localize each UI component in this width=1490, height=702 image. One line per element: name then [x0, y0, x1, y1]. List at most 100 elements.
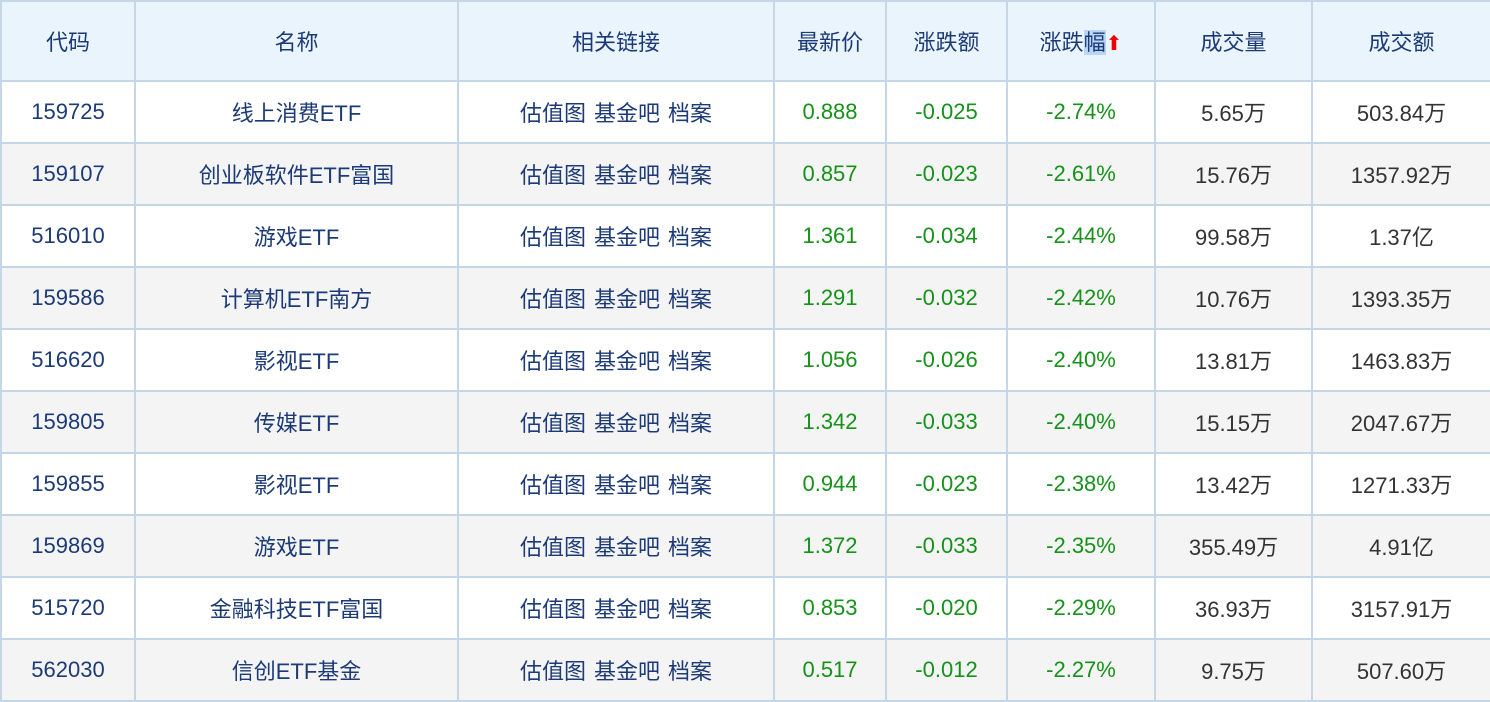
header-price[interactable]: 最新价	[773, 0, 887, 82]
change-cell: -0.026	[885, 328, 1008, 392]
amount-cell: 2047.67万	[1311, 390, 1490, 454]
header-code[interactable]: 代码	[0, 0, 136, 82]
links-cell: 估值图 基金吧 档案	[457, 514, 775, 578]
volume-cell: 13.81万	[1154, 328, 1313, 392]
header-amount[interactable]: 成交额	[1311, 0, 1490, 82]
pct-cell: -2.74%	[1006, 80, 1156, 144]
profile-link[interactable]: 档案	[668, 597, 713, 622]
code-cell[interactable]: 159855	[0, 452, 136, 516]
code-cell[interactable]: 159805	[0, 390, 136, 454]
name-cell[interactable]: 游戏ETF	[134, 204, 459, 268]
valuation-chart-link[interactable]: 估值图	[519, 473, 586, 498]
change-cell: -0.025	[885, 80, 1008, 144]
amount-cell: 3157.91万	[1311, 576, 1490, 640]
header-name[interactable]: 名称	[134, 0, 459, 82]
table-row: 159107 创业板软件ETF富国 估值图 基金吧 档案 0.857 -0.023 -2.61…	[0, 142, 1490, 206]
code-cell[interactable]: 516010	[0, 204, 136, 268]
valuation-chart-link[interactable]: 估值图	[519, 411, 586, 436]
change-cell: -0.032	[885, 266, 1008, 330]
price-cell: 0.517	[773, 638, 887, 702]
volume-cell: 15.76万	[1154, 142, 1313, 206]
header-links: 相关链接	[457, 0, 775, 82]
fund-forum-link[interactable]: 基金吧	[593, 535, 660, 560]
change-cell: -0.023	[885, 142, 1008, 206]
code-cell[interactable]: 515720	[0, 576, 136, 640]
table-row: 516620 影视ETF 估值图 基金吧 档案 1.056 -0.026 -2.40% 13.8…	[0, 328, 1490, 392]
header-pct[interactable]: 涨跌幅⬆	[1006, 0, 1156, 82]
header-volume[interactable]: 成交量	[1154, 0, 1313, 82]
name-cell[interactable]: 创业板软件ETF富国	[134, 142, 459, 206]
pct-cell: -2.27%	[1006, 638, 1156, 702]
profile-link[interactable]: 档案	[668, 411, 713, 436]
valuation-chart-link[interactable]: 估值图	[519, 659, 586, 684]
amount-cell: 507.60万	[1311, 638, 1490, 702]
code-cell[interactable]: 516620	[0, 328, 136, 392]
table-row: 159725 线上消费ETF 估值图 基金吧 档案 0.888 -0.025 -2.74% 5.…	[0, 80, 1490, 144]
links-cell: 估值图 基金吧 档案	[457, 80, 775, 144]
profile-link[interactable]: 档案	[668, 659, 713, 684]
valuation-chart-link[interactable]: 估值图	[519, 225, 586, 250]
code-cell[interactable]: 159725	[0, 80, 136, 144]
fund-forum-link[interactable]: 基金吧	[593, 225, 660, 250]
profile-link[interactable]: 档案	[668, 473, 713, 498]
profile-link[interactable]: 档案	[668, 225, 713, 250]
profile-link[interactable]: 档案	[668, 535, 713, 560]
name-cell[interactable]: 影视ETF	[134, 452, 459, 516]
valuation-chart-link[interactable]: 估值图	[519, 287, 586, 312]
header-row: 代码 名称 相关链接 最新价 涨跌额 涨跌幅⬆ 成交量 成交额	[0, 0, 1490, 82]
code-cell[interactable]: 159107	[0, 142, 136, 206]
change-cell: -0.012	[885, 638, 1008, 702]
volume-cell: 5.65万	[1154, 80, 1313, 144]
price-cell: 1.056	[773, 328, 887, 392]
amount-cell: 1393.35万	[1311, 266, 1490, 330]
profile-link[interactable]: 档案	[668, 163, 713, 188]
code-cell[interactable]: 562030	[0, 638, 136, 702]
header-pct-label: 涨跌幅	[1039, 30, 1106, 55]
fund-forum-link[interactable]: 基金吧	[593, 659, 660, 684]
price-cell: 1.372	[773, 514, 887, 578]
valuation-chart-link[interactable]: 估值图	[519, 597, 586, 622]
fund-forum-link[interactable]: 基金吧	[593, 163, 660, 188]
links-cell: 估值图 基金吧 档案	[457, 266, 775, 330]
name-cell[interactable]: 影视ETF	[134, 328, 459, 392]
name-cell[interactable]: 金融科技ETF富国	[134, 576, 459, 640]
pct-cell: -2.40%	[1006, 390, 1156, 454]
name-cell[interactable]: 计算机ETF南方	[134, 266, 459, 330]
amount-cell: 1463.83万	[1311, 328, 1490, 392]
profile-link[interactable]: 档案	[668, 287, 713, 312]
volume-cell: 355.49万	[1154, 514, 1313, 578]
pct-cell: -2.44%	[1006, 204, 1156, 268]
valuation-chart-link[interactable]: 估值图	[519, 535, 586, 560]
code-cell[interactable]: 159586	[0, 266, 136, 330]
header-change[interactable]: 涨跌额	[885, 0, 1008, 82]
price-cell: 0.888	[773, 80, 887, 144]
profile-link[interactable]: 档案	[668, 349, 713, 374]
pct-cell: -2.61%	[1006, 142, 1156, 206]
volume-cell: 9.75万	[1154, 638, 1313, 702]
pct-cell: -2.42%	[1006, 266, 1156, 330]
code-cell[interactable]: 159869	[0, 514, 136, 578]
valuation-chart-link[interactable]: 估值图	[519, 163, 586, 188]
price-cell: 1.361	[773, 204, 887, 268]
fund-forum-link[interactable]: 基金吧	[593, 101, 660, 126]
fund-forum-link[interactable]: 基金吧	[593, 349, 660, 374]
name-cell[interactable]: 线上消费ETF	[134, 80, 459, 144]
profile-link[interactable]: 档案	[668, 101, 713, 126]
name-cell[interactable]: 信创ETF基金	[134, 638, 459, 702]
price-cell: 0.853	[773, 576, 887, 640]
name-cell[interactable]: 游戏ETF	[134, 514, 459, 578]
table-row: 159869 游戏ETF 估值图 基金吧 档案 1.372 -0.033 -2.35% 355.…	[0, 514, 1490, 578]
links-cell: 估值图 基金吧 档案	[457, 638, 775, 702]
volume-cell: 99.58万	[1154, 204, 1313, 268]
fund-forum-link[interactable]: 基金吧	[593, 597, 660, 622]
name-cell[interactable]: 传媒ETF	[134, 390, 459, 454]
fund-forum-link[interactable]: 基金吧	[593, 473, 660, 498]
fund-forum-link[interactable]: 基金吧	[593, 287, 660, 312]
links-cell: 估值图 基金吧 档案	[457, 390, 775, 454]
links-cell: 估值图 基金吧 档案	[457, 142, 775, 206]
valuation-chart-link[interactable]: 估值图	[519, 349, 586, 374]
links-cell: 估值图 基金吧 档案	[457, 328, 775, 392]
valuation-chart-link[interactable]: 估值图	[519, 101, 586, 126]
fund-forum-link[interactable]: 基金吧	[593, 411, 660, 436]
